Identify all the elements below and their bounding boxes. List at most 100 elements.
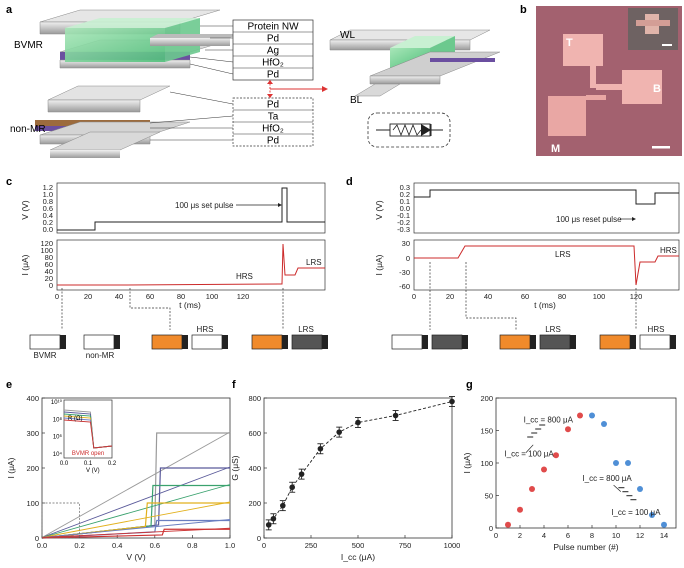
g-reset-point: [625, 460, 631, 466]
d-itick-0: 30: [402, 239, 410, 248]
g-ann-reset-top: I_cc = 800 μA: [582, 474, 632, 483]
g-ytick-label: 50: [485, 492, 493, 501]
f-point: [336, 429, 343, 435]
g-xtick-label: 0: [494, 531, 498, 540]
e-inset-frame: [63, 399, 113, 459]
d-state-lrs: LRS: [545, 325, 561, 334]
g-ann-set-bot: I_cc = 100 μA: [504, 450, 554, 459]
d-state-cells: [391, 334, 676, 350]
g-reset-point: [589, 412, 595, 419]
e-ytick-label: 300: [26, 429, 39, 438]
panel-label-a: a: [6, 4, 13, 16]
c-state-cells: [29, 334, 328, 350]
c-vtick-1: 1.0: [43, 190, 53, 199]
c-state-lrs: LRS: [298, 325, 314, 334]
e-inset-xtick: 0.1: [84, 461, 93, 467]
c-current-axis: [56, 239, 326, 291]
d-vtick-3: 0.0: [400, 204, 410, 213]
d-pulse-text: 100 μs reset pulse: [556, 215, 622, 224]
e-ytick-label: 400: [26, 394, 39, 403]
e-series-return-300: [41, 431, 231, 538]
d-vtick-1: 0.2: [400, 190, 410, 199]
d-voltage-axis: [413, 182, 680, 234]
d-ttick-4: 80: [558, 292, 566, 301]
d-ttick-5: 100: [593, 292, 606, 301]
g-reset-point: [649, 512, 655, 518]
c-time-ticks: 0 20 40 60 80 100 120: [55, 292, 249, 301]
c-pulse-text: 100 μs set pulse: [175, 201, 234, 210]
e-xtick-label: 0.2: [74, 541, 84, 550]
f-xtick-label: 1000: [444, 541, 461, 550]
c-lrs: LRS: [306, 258, 322, 267]
c-itick-1: 100: [40, 246, 53, 255]
c-itick-5: 20: [45, 274, 53, 283]
d-i-label: I (μA): [374, 254, 384, 275]
nonmr-layer-3: Pd: [267, 136, 279, 147]
e-xlabel: V (V): [126, 552, 146, 562]
chart-e: 0.0 0.2 0.4 0.6 0.8 1.0 0 100 200 300 400 V (V) I (μ…: [6, 394, 235, 562]
c-ttick-3: 60: [146, 292, 154, 301]
g-ytick-label: 100: [480, 459, 493, 468]
nonmr-layer-table: Pd Ta HfO₂ Pd: [149, 91, 314, 147]
bvmr-stack: [39, 9, 238, 69]
g-xtick-label: 14: [660, 531, 668, 540]
micro-label-t: T: [566, 37, 573, 49]
g-ylabel: I (μA): [462, 452, 472, 473]
f-point: [265, 522, 272, 528]
c-ttick-5: 100: [206, 292, 219, 301]
g-set-point: [553, 452, 559, 459]
c-vtick-4: 0.4: [43, 211, 53, 220]
d-t-label: t (ms): [534, 300, 556, 310]
bvmr-layer-table: Protein NW Pd Ag HfO₂ Pd: [189, 19, 314, 81]
e-ytick-label: 200: [26, 464, 39, 473]
c-vtick-2: 0.8: [43, 197, 53, 206]
g-set-point: [505, 521, 511, 528]
f-xtick-label: 750: [399, 541, 412, 550]
micro-label-m: M: [551, 143, 560, 155]
c-dashed-arrows: [61, 288, 284, 330]
panel-label-b: b: [520, 4, 527, 16]
e-inset-ytick: 10⁸: [53, 416, 63, 423]
d-time-ticks: 0 20 40 60 80 100 120: [412, 292, 642, 301]
nonmr-label: non-MR: [10, 124, 46, 135]
e-zoom-box: [41, 502, 80, 539]
c-ttick-2: 40: [115, 292, 123, 301]
g-xtick-label: 12: [636, 531, 644, 540]
c-itick-2: 80: [45, 253, 53, 262]
f-trend-line: [268, 401, 453, 526]
f-point: [355, 419, 361, 426]
c-itick-6: 0: [49, 281, 53, 290]
f-point: [449, 398, 455, 405]
d-voltage-ticks: 0.3 0.2 0.1 0.0 -0.1 -0.2 -0.3: [397, 183, 410, 234]
d-itick-1: 0: [406, 254, 410, 263]
g-xlabel: Pulse number (#): [553, 542, 618, 552]
e-inset-ytick: 10¹⁰: [51, 399, 63, 406]
d-hrs: HRS: [660, 246, 677, 255]
e-inset-curve-25: [63, 419, 113, 449]
e-ylabel: I (μA): [6, 457, 16, 478]
chart-f: 0 250 500 750 1000 0 200 400 600 800 I_cc (μA) G (μ…: [230, 394, 460, 562]
f-point: [270, 515, 277, 522]
e-inset-xtick: 0.0: [60, 461, 69, 467]
f-xlabel: I_cc (μA): [341, 552, 375, 562]
micro-label-b: B: [653, 83, 661, 95]
c-ttick-6: 120: [237, 292, 250, 301]
d-itick-3: -60: [399, 282, 410, 291]
device-symbol: [367, 112, 451, 148]
d-vtick-0: 0.3: [400, 183, 410, 192]
chart-g: 0 2 4 6 8 10 12 14 0 50 100 150 200 Pulse number (#) I…: [462, 394, 677, 552]
d-itick-2: -30: [399, 268, 410, 277]
g-reset-point: [613, 460, 619, 466]
g-set-arrow: [525, 444, 534, 453]
c-itick-4: 40: [45, 267, 53, 276]
g-set-point: [565, 426, 571, 433]
e-inset-ytick: 10⁶: [53, 434, 63, 441]
f-ytick-label: 800: [248, 394, 261, 403]
c-vtick-0: 1.2: [43, 183, 53, 192]
e-xtick-label: 0.4: [112, 541, 122, 550]
c-itick-3: 60: [45, 260, 53, 269]
e-xtick-label: 0.8: [187, 541, 197, 550]
c-v-label: V (V): [20, 200, 30, 220]
g-xtick-label: 6: [566, 531, 570, 540]
